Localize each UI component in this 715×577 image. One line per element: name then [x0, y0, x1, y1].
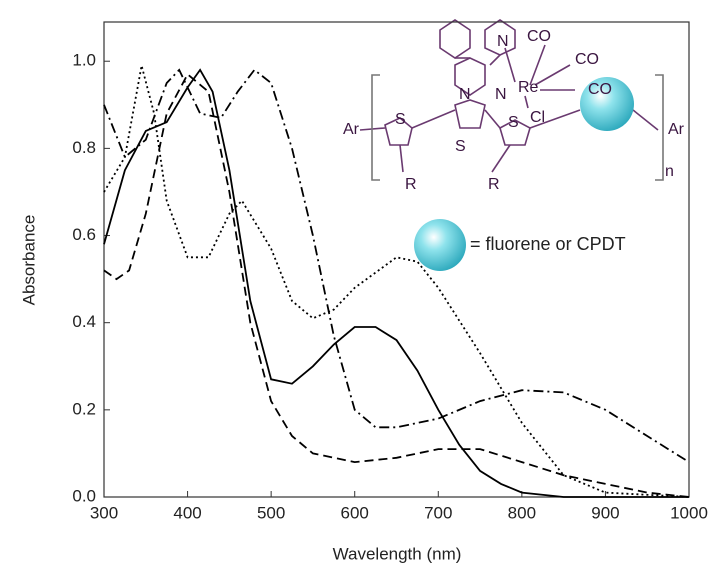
x-axis-title: Wavelength (nm) — [333, 544, 462, 563]
series-line — [103, 68, 690, 463]
structure-label: S — [455, 138, 466, 155]
structure-label: Ar — [343, 121, 360, 138]
y-tick-label: 1.0 — [72, 51, 96, 70]
structure-label: S — [395, 111, 406, 128]
x-tick-label: 500 — [257, 503, 285, 522]
structure-labels: N CO CO N N Re CO Ar S S S Cl Ar R Rn — [343, 28, 685, 193]
x-tick-label: 600 — [341, 503, 369, 522]
x-tick-label: 700 — [424, 503, 452, 522]
y-tick-label: 0.2 — [72, 399, 96, 418]
y-axis-title: Absorbance — [19, 215, 38, 306]
structure-label: Cl — [530, 109, 545, 126]
series-line — [103, 65, 690, 498]
y-tick-label: 0.0 — [72, 486, 96, 505]
x-tick-label: 900 — [591, 503, 619, 522]
x-tick-label: 800 — [508, 503, 536, 522]
structure-label: R — [488, 176, 500, 193]
structure-label: CO — [527, 28, 551, 45]
y-tick-label: 0.8 — [72, 138, 96, 157]
x-tick-label: 400 — [173, 503, 201, 522]
structure-label: Ar — [668, 121, 685, 138]
x-tick-label: 300 — [90, 503, 118, 522]
structure-label: S — [508, 114, 519, 131]
structure-label: CO — [588, 81, 612, 98]
structure-label: N — [495, 86, 507, 103]
structure-label: n — [665, 163, 674, 180]
structure-label: R — [405, 176, 417, 193]
structure-label: N — [459, 86, 471, 103]
y-tick-label: 0.6 — [72, 225, 96, 244]
structure-label: Re — [518, 79, 539, 96]
y-tick-label: 0.4 — [72, 312, 96, 331]
sphere — [580, 77, 634, 131]
sphere — [414, 219, 466, 271]
series-line — [103, 68, 689, 498]
x-tick-label: 1000 — [670, 503, 708, 522]
structure-label: N — [497, 33, 509, 50]
structure-label: CO — [575, 51, 599, 68]
plot-frame — [103, 21, 690, 498]
structure-bonds — [359, 19, 664, 271]
series-line — [103, 72, 690, 498]
structure-note: = fluorene or CPDT — [470, 234, 626, 254]
